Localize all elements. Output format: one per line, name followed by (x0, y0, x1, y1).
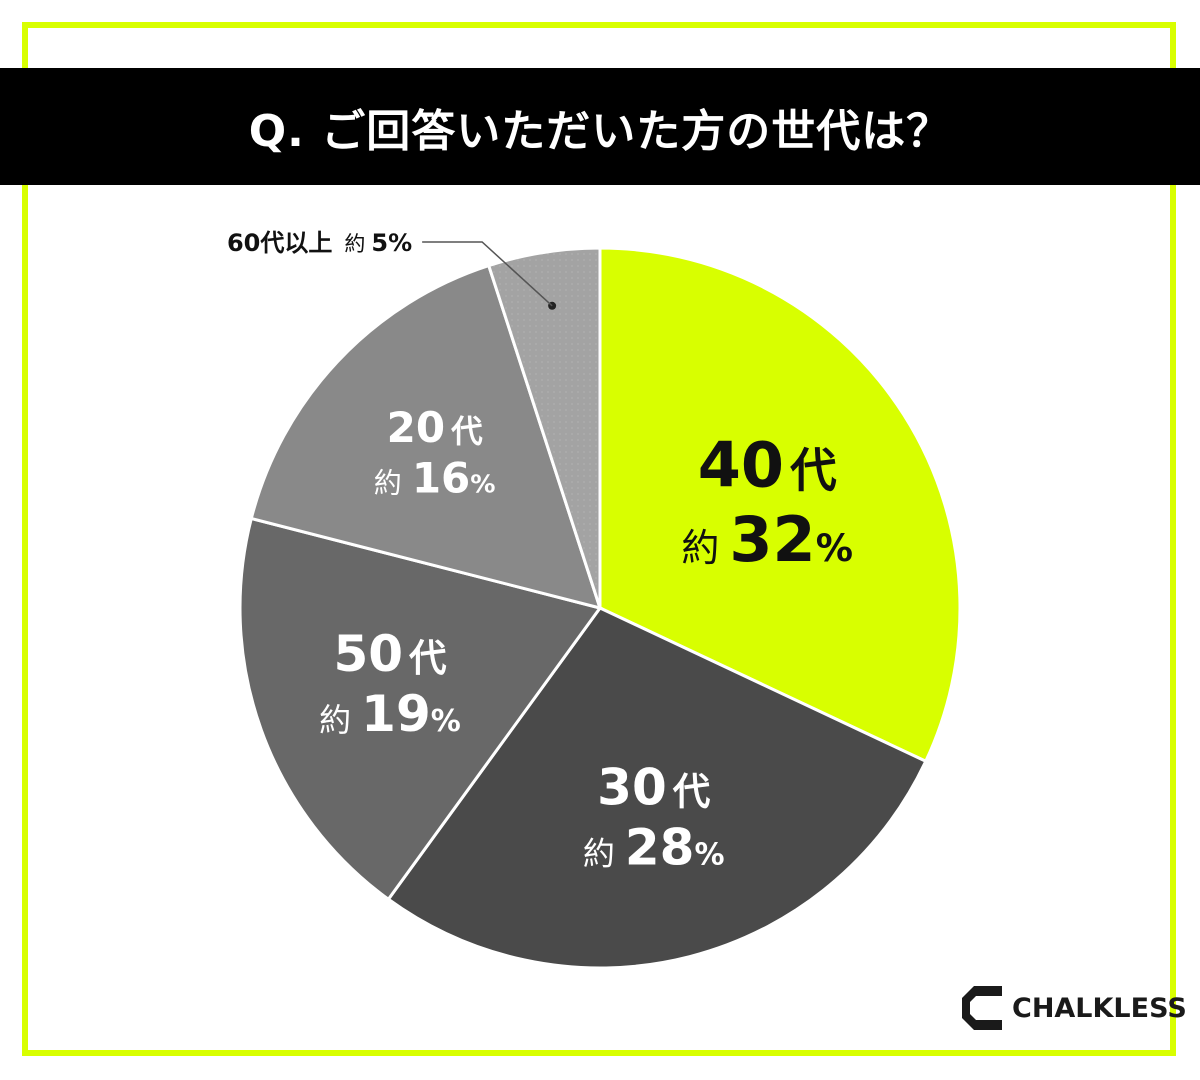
slice-label: 20 代約 16% (374, 403, 496, 502)
pie-slice (386, 606, 928, 970)
pie-slice (238, 516, 603, 902)
callout-label: 60代以上約 5% (227, 229, 412, 257)
slice-label: 40 代約 32% (681, 428, 853, 575)
slice-name-label: 50 代 (333, 625, 447, 683)
pie-slice (249, 263, 603, 611)
callout-line (422, 241, 553, 307)
pie-slice (486, 246, 602, 609)
slice-value-label: 約 19% (319, 685, 461, 743)
pie-slice (598, 246, 962, 764)
slice-name-label: 40 代 (698, 428, 837, 501)
chart-title: Q. ご回答いただいた方の世代は？ (248, 105, 952, 157)
slice-label: 50 代約 19% (319, 625, 461, 743)
slice-name-label: 20 代 (387, 403, 483, 452)
brand-name: CHALKLESS (1012, 992, 1187, 1024)
slice-value-label: 約 32% (681, 503, 853, 576)
slice-label: 30 代約 28% (583, 759, 725, 877)
title-bar: Q. ご回答いただいた方の世代は？ (0, 68, 1200, 185)
slice-name-label: 30 代 (597, 759, 711, 817)
brand-logo: CHALKLESS (960, 982, 1187, 1034)
slice-value-label: 約 16% (374, 454, 496, 503)
chalkless-c-logo-icon (962, 986, 1002, 1030)
slice-value-label: 約 28% (583, 819, 725, 877)
outer-frame (22, 22, 1176, 1056)
